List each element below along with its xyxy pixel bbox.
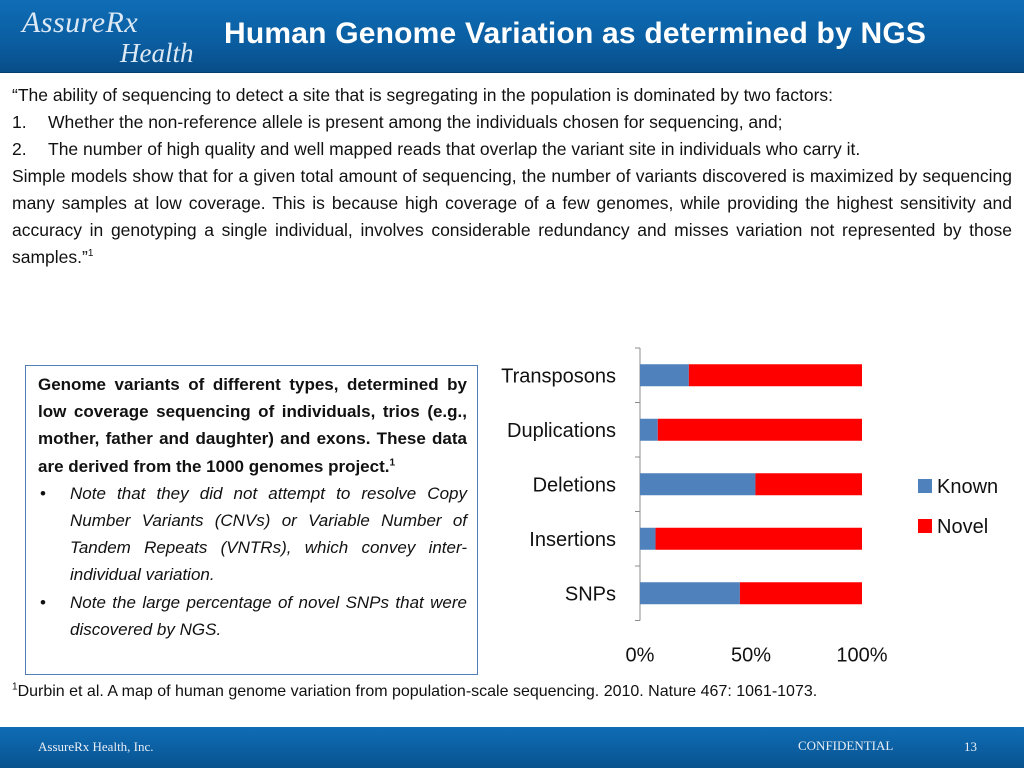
bar-novel	[755, 473, 862, 496]
note-text: Note that they did not attempt to resolv…	[70, 483, 467, 585]
factor-item: 2. The number of high quality and well m…	[12, 136, 1012, 163]
bullet-icon: •	[40, 483, 46, 503]
factor-list: 1. Whether the non-reference allele is p…	[12, 109, 1012, 163]
bullet-icon: •	[40, 592, 46, 612]
factor-number: 2.	[12, 139, 27, 159]
legend-swatch-novel	[918, 519, 932, 533]
footer-company: AssureRx Health, Inc.	[38, 739, 154, 754]
description-reference-mark: 1	[389, 456, 396, 468]
factor-number: 1.	[12, 112, 27, 132]
category-label: Duplications	[507, 420, 616, 442]
category-label: Transposons	[501, 365, 616, 387]
quote-reference-mark: 1	[87, 248, 94, 260]
bar-novel	[688, 364, 862, 387]
bar-known	[640, 473, 756, 496]
legend-label-novel: Novel	[937, 516, 988, 538]
bar-known	[640, 418, 658, 441]
bar-novel	[739, 582, 862, 605]
footnote-mark: 1	[12, 681, 18, 693]
description-lead-text: Genome variants of different types, dete…	[38, 375, 467, 476]
category-label: SNPs	[565, 583, 616, 605]
quote-conclusion: Simple models show that for a given tota…	[12, 163, 1012, 271]
company-logo: AssureRx Health	[12, 4, 202, 68]
category-label: Deletions	[533, 474, 616, 496]
logo-line-2: Health	[120, 38, 194, 68]
bar-known	[640, 364, 689, 387]
legend-label-known: Known	[937, 476, 998, 498]
page-number: 13	[964, 739, 977, 754]
note-text: Note the large percentage of novel SNPs …	[70, 592, 467, 639]
chart-svg: Transposons Duplications Deletions Insertio…	[501, 347, 998, 667]
quote-conclusion-text: Simple models show that for a given tota…	[12, 166, 1012, 267]
legend-swatch-known	[918, 479, 932, 493]
logo-line-1: AssureRx	[22, 6, 139, 39]
factor-text: Whether the non-reference allele is pres…	[48, 112, 783, 132]
quote-intro: “The ability of sequencing to detect a s…	[12, 85, 834, 105]
note-item: • Note the large percentage of novel SNP…	[38, 589, 467, 643]
note-item: • Note that they did not attempt to reso…	[38, 480, 467, 589]
header-bar: AssureRx Health Human Genome Variation a…	[0, 0, 1024, 73]
description-box: Genome variants of different types, dete…	[25, 365, 478, 675]
factor-text: The number of high quality and well mapp…	[48, 139, 861, 159]
factor-item: 1. Whether the non-reference allele is p…	[12, 109, 1012, 136]
note-list: • Note that they did not attempt to reso…	[38, 480, 467, 643]
quote-block: “The ability of sequencing to detect a s…	[12, 82, 1012, 271]
bar-novel	[655, 527, 862, 550]
bar-novel	[657, 418, 862, 441]
x-tick-label: 100%	[836, 645, 887, 667]
footer-confidential: CONFIDENTIAL	[798, 738, 894, 753]
bar-known	[640, 527, 656, 550]
description-lead: Genome variants of different types, dete…	[38, 371, 467, 480]
footnote: 1Durbin et al. A map of human genome var…	[12, 681, 818, 701]
slide-title: Human Genome Variation as determined by …	[224, 17, 927, 50]
footer-bar: AssureRx Health, Inc. CONFIDENTIAL 13	[0, 727, 1024, 768]
category-label: Insertions	[529, 529, 616, 551]
bar-known	[640, 582, 740, 605]
x-tick-label: 50%	[731, 645, 771, 667]
x-tick-label: 0%	[626, 645, 655, 667]
variant-chart: Transposons Duplications Deletions Insertio…	[478, 340, 1024, 670]
footnote-text: Durbin et al. A map of human genome vari…	[17, 683, 818, 700]
